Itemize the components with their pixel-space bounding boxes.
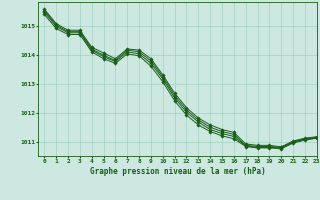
X-axis label: Graphe pression niveau de la mer (hPa): Graphe pression niveau de la mer (hPa)	[90, 167, 266, 176]
